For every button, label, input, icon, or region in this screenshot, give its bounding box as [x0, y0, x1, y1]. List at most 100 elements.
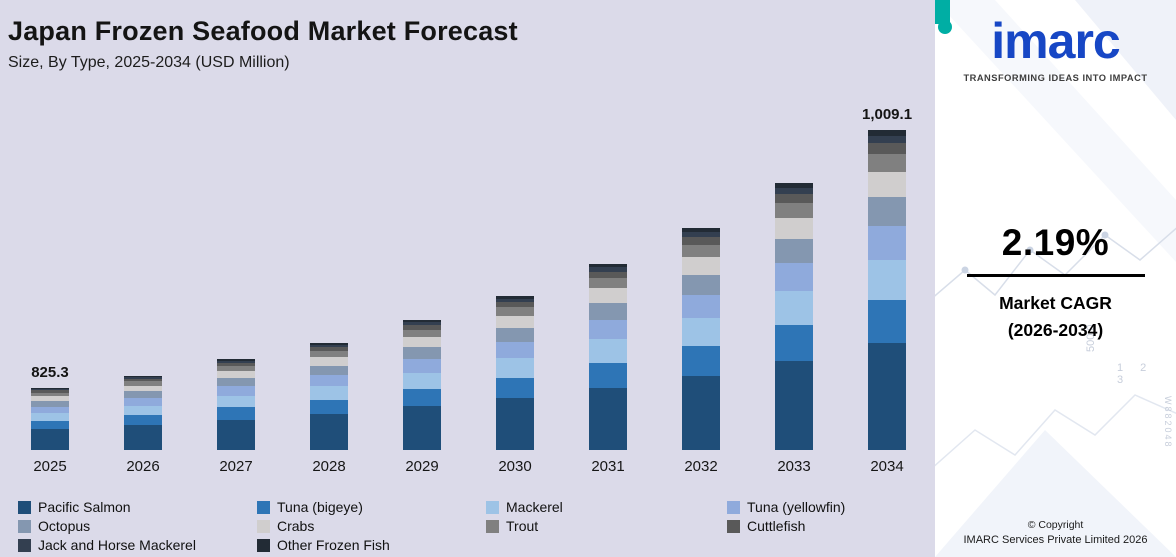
bar-segment-octopus: [496, 328, 534, 343]
bar-segment-tuna-yellowfin: [589, 319, 627, 340]
bar-segment-tuna-bigeye: [217, 407, 255, 420]
bar-segment-pacific-salmon: [31, 429, 69, 450]
legend-swatch-tuna-bigeye: [257, 501, 270, 514]
bar-segment-tuna-yellowfin: [124, 398, 162, 406]
bar-segment-cuttlefish: [403, 324, 441, 330]
brand-panel: 500.0 1 2 3 W882048 imarc TRANSFORMING I…: [935, 0, 1176, 557]
legend-item-tuna-yellowfin: Tuna (yellowfin): [727, 500, 929, 515]
bar-segment-trout: [868, 154, 906, 172]
legend: Pacific Salmon Tuna (bigeye) Mackerel Tuna …: [18, 500, 929, 553]
bar-segment-tuna-bigeye: [868, 299, 906, 343]
bar-segment-trout: [310, 351, 348, 358]
bar-segment-tuna-bigeye: [775, 324, 813, 361]
bar-segment-other-frozen-fish: [310, 343, 348, 346]
bar-column-2034: 1,009.1 2034: [862, 96, 912, 475]
bar-total-label-2034: 1,009.1: [861, 106, 913, 124]
bar-segment-pacific-salmon: [682, 375, 720, 450]
bar-segment-cuttlefish: [589, 271, 627, 279]
bar-segment-tuna-yellowfin: [868, 226, 906, 260]
bar-segment-tuna-bigeye: [31, 420, 69, 430]
bar-segment-mackerel: [217, 395, 255, 408]
bar-column-2026: 2026: [123, 96, 163, 475]
bar-segment-mackerel: [496, 358, 534, 378]
bar-segment-other-frozen-fish: [682, 227, 720, 232]
bar-column-2033: 2033: [774, 96, 814, 475]
bar-segment-cuttlefish: [868, 142, 906, 155]
bar-segment-mackerel: [31, 413, 69, 421]
bar-segment-tuna-bigeye: [682, 345, 720, 376]
chart-subtitle: Size, By Type, 2025-2034 (USD Million): [8, 54, 290, 72]
bar-segment-mackerel: [868, 259, 906, 300]
bar-segment-mackerel: [682, 317, 720, 346]
legend-item-mackerel: Mackerel: [486, 500, 727, 515]
legend-label: Cuttlefish: [747, 518, 806, 534]
cagr-value: 2.19%: [1001, 222, 1110, 263]
bar-segment-other-frozen-fish: [31, 387, 69, 389]
cagr-label: Market CAGR: [999, 293, 1112, 313]
bar-segment-jack-and-horse-mackerel: [775, 187, 813, 194]
legend-swatch-pacific-salmon: [18, 501, 31, 514]
bar-segment-mackerel: [775, 291, 813, 325]
bar-segment-pacific-salmon: [496, 398, 534, 450]
x-axis-label-2027: 2027: [219, 458, 253, 475]
bar-segment-crabs: [775, 217, 813, 240]
bar-segment-tuna-bigeye: [124, 415, 162, 426]
bar-segment-cuttlefish: [310, 347, 348, 352]
bar-segment-pacific-salmon: [124, 425, 162, 450]
legend-swatch-mackerel: [486, 501, 499, 514]
bar-segment-jack-and-horse-mackerel: [682, 231, 720, 237]
bar-segment-octopus: [682, 274, 720, 295]
bar-column-2031: 2031: [588, 96, 628, 475]
bar-segment-octopus: [217, 378, 255, 387]
bar-column-2028: 2028: [309, 96, 349, 475]
bar-segment-tuna-bigeye: [403, 388, 441, 407]
plot-area: 825.3 2025 2026 2027 2028 2029 2030 2031 2032 203…: [30, 96, 912, 475]
bar-column-2027: 2027: [216, 96, 256, 475]
bar-segment-trout: [403, 329, 441, 337]
bar-segment-other-frozen-fish: [775, 183, 813, 188]
legend-item-cuttlefish: Cuttlefish: [727, 519, 929, 534]
legend-label: Pacific Salmon: [38, 499, 131, 515]
cagr-block: 2.19% Market CAGR (2026-2034): [935, 222, 1176, 344]
bar-segment-trout: [496, 307, 534, 316]
chart-area: Japan Frozen Seafood Market Forecast Siz…: [0, 0, 935, 557]
bar-segment-crabs: [124, 385, 162, 392]
bar-2029: [403, 319, 441, 450]
bar-segment-octopus: [403, 347, 441, 359]
bar-segment-trout: [589, 278, 627, 289]
bar-segment-other-frozen-fish: [217, 358, 255, 361]
bar-2033: [775, 183, 813, 450]
bar-column-2029: 2029: [402, 96, 442, 475]
bar-segment-octopus: [124, 391, 162, 399]
legend-label: Jack and Horse Mackerel: [38, 537, 196, 553]
bar-segment-crabs: [868, 171, 906, 198]
bar-segment-tuna-bigeye: [310, 399, 348, 415]
legend-swatch-crabs: [257, 520, 270, 533]
bar-segment-jack-and-horse-mackerel: [310, 345, 348, 348]
bar-segment-crabs: [403, 336, 441, 348]
bar-segment-tuna-yellowfin: [775, 263, 813, 292]
legend-swatch-other-frozen-fish: [257, 539, 270, 552]
bar-segment-tuna-yellowfin: [217, 386, 255, 396]
bar-column-2030: 2030: [495, 96, 535, 475]
bar-segment-other-frozen-fish: [403, 319, 441, 323]
cagr-divider: [966, 274, 1145, 277]
bar-segment-crabs: [217, 370, 255, 379]
bar-segment-cuttlefish: [682, 236, 720, 245]
bar-segment-jack-and-horse-mackerel: [124, 377, 162, 379]
x-axis-label-2026: 2026: [126, 458, 160, 475]
bar-segment-trout: [124, 381, 162, 386]
bar-segment-tuna-yellowfin: [310, 375, 348, 387]
logo-tagline: TRANSFORMING IDEAS INTO IMPACT: [963, 73, 1148, 83]
bar-segment-trout: [31, 392, 69, 396]
bar-segment-other-frozen-fish: [496, 295, 534, 299]
bar-segment-pacific-salmon: [589, 387, 627, 450]
legend-item-crabs: Crabs: [257, 519, 486, 534]
bar-2030: [496, 295, 534, 450]
bar-segment-crabs: [310, 357, 348, 366]
bar-segment-jack-and-horse-mackerel: [496, 298, 534, 303]
bar-segment-tuna-yellowfin: [682, 294, 720, 318]
x-axis-label-2032: 2032: [684, 458, 718, 475]
legend-item-other-frozen-fish: Other Frozen Fish: [257, 538, 486, 553]
imarc-logo: imarc TRANSFORMING IDEAS INTO IMPACT: [935, 16, 1176, 83]
